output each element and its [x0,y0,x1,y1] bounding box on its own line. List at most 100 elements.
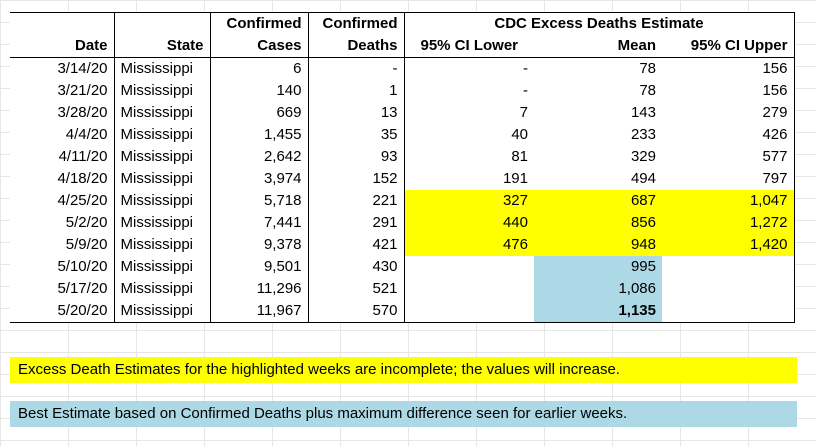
cell-date[interactable]: 5/20/20 [10,300,114,323]
cell-date[interactable]: 5/9/20 [10,234,114,256]
cell-ci-lower[interactable]: 40 [403,124,534,146]
cell-state[interactable]: Mississippi [113,234,210,256]
header-cdc-excess-deaths[interactable]: CDC Excess Deaths Estimate [403,12,795,35]
cell-state[interactable]: Mississippi [113,102,210,124]
table-body: Confirmed Confirmed CDC Excess Deaths Es… [10,12,795,323]
cell-confirmed-deaths[interactable]: 430 [307,256,404,278]
cell-ci-upper[interactable]: 1,420 [662,234,795,256]
cell-confirmed-cases[interactable]: 9,501 [209,256,308,278]
cell-mean[interactable]: 143 [534,102,662,124]
cell-state[interactable]: Mississippi [113,190,210,212]
cell-ci-lower[interactable]: - [403,80,534,102]
cell-confirmed-deaths[interactable]: 1 [307,80,404,102]
header-confirmed-deaths[interactable]: Deaths [307,35,404,58]
cell-ci-upper[interactable]: 156 [662,57,795,80]
cell-ci-upper[interactable]: 577 [662,146,795,168]
cell-confirmed-deaths[interactable]: 221 [307,190,404,212]
cell-state[interactable]: Mississippi [113,57,210,80]
cell-mean[interactable]: 948 [534,234,662,256]
note-best-estimate[interactable]: Best Estimate based on Confirmed Deaths … [10,401,797,427]
cell-mean[interactable]: 494 [534,168,662,190]
header-confirmed-deaths-top[interactable]: Confirmed [307,12,404,35]
cell-ci-lower[interactable]: 476 [403,234,534,256]
cell-date[interactable]: 5/17/20 [10,278,114,300]
cell-ci-upper[interactable] [662,256,795,278]
header-ci-lower[interactable]: 95% CI Lower [403,35,534,58]
cell-state[interactable]: Mississippi [113,124,210,146]
cell-ci-upper[interactable]: 426 [662,124,795,146]
cell-confirmed-deaths[interactable]: 421 [307,234,404,256]
cell-mean[interactable]: 78 [534,57,662,80]
cell-ci-lower[interactable]: 7 [403,102,534,124]
cell-confirmed-deaths[interactable]: 35 [307,124,404,146]
header-date[interactable]: Date [10,35,114,58]
cell-confirmed-deaths[interactable]: 570 [307,300,404,323]
cell-confirmed-cases[interactable]: 1,455 [209,124,308,146]
cell-ci-upper[interactable]: 797 [662,168,795,190]
cell-confirmed-deaths[interactable]: 521 [307,278,404,300]
cell-confirmed-cases[interactable]: 669 [209,102,308,124]
cell-date[interactable]: 3/14/20 [10,57,114,80]
cell-ci-lower[interactable] [403,256,534,278]
cell-ci-lower[interactable]: 440 [403,212,534,234]
cell-date[interactable]: 5/10/20 [10,256,114,278]
cell-confirmed-cases[interactable]: 2,642 [209,146,308,168]
cell-mean[interactable]: 233 [534,124,662,146]
cell-confirmed-cases[interactable]: 9,378 [209,234,308,256]
table-row: 4/11/20 Mississippi 2,642 93 81 329 577 [10,146,795,168]
cell-state[interactable]: Mississippi [113,146,210,168]
header-cell-blank[interactable] [113,12,210,35]
cell-date[interactable]: 3/21/20 [10,80,114,102]
header-ci-upper[interactable]: 95% CI Upper [662,35,795,58]
cell-confirmed-deaths[interactable]: 93 [307,146,404,168]
cell-state[interactable]: Mississippi [113,256,210,278]
cell-ci-lower[interactable] [403,300,534,323]
cell-confirmed-cases[interactable]: 7,441 [209,212,308,234]
cell-date[interactable]: 5/2/20 [10,212,114,234]
header-state[interactable]: State [113,35,210,58]
header-confirmed-cases-top[interactable]: Confirmed [209,12,308,35]
cell-ci-lower[interactable]: 191 [403,168,534,190]
cell-confirmed-cases[interactable]: 5,718 [209,190,308,212]
cell-mean[interactable]: 856 [534,212,662,234]
cell-state[interactable]: Mississippi [113,80,210,102]
cell-confirmed-deaths[interactable]: 152 [307,168,404,190]
cell-confirmed-cases[interactable]: 3,974 [209,168,308,190]
cell-date[interactable]: 4/25/20 [10,190,114,212]
cell-ci-lower[interactable]: 327 [403,190,534,212]
cell-state[interactable]: Mississippi [113,212,210,234]
note-incomplete-estimates[interactable]: Excess Death Estimates for the highlight… [10,357,797,383]
cell-ci-upper[interactable]: 1,272 [662,212,795,234]
cell-confirmed-deaths[interactable]: 13 [307,102,404,124]
cell-confirmed-cases[interactable]: 11,967 [209,300,308,323]
cell-ci-upper[interactable]: 156 [662,80,795,102]
cell-ci-upper[interactable] [662,278,795,300]
cell-confirmed-cases[interactable]: 11,296 [209,278,308,300]
cell-state[interactable]: Mississippi [113,300,210,323]
header-cell-blank[interactable] [10,12,114,35]
cell-confirmed-deaths[interactable]: 291 [307,212,404,234]
cell-date[interactable]: 4/18/20 [10,168,114,190]
cell-mean[interactable]: 687 [534,190,662,212]
cell-ci-upper[interactable]: 279 [662,102,795,124]
cell-ci-lower[interactable]: - [403,57,534,80]
cell-ci-upper[interactable]: 1,047 [662,190,795,212]
cell-date[interactable]: 4/4/20 [10,124,114,146]
cell-mean[interactable]: 1,135 [534,300,662,323]
cell-mean[interactable]: 995 [534,256,662,278]
header-mean[interactable]: Mean [534,35,662,58]
cell-date[interactable]: 3/28/20 [10,102,114,124]
cell-state[interactable]: Mississippi [113,168,210,190]
cell-mean[interactable]: 1,086 [534,278,662,300]
cell-ci-lower[interactable]: 81 [403,146,534,168]
cell-ci-upper[interactable] [662,300,795,323]
cell-mean[interactable]: 78 [534,80,662,102]
cell-confirmed-deaths[interactable]: - [307,57,404,80]
cell-confirmed-cases[interactable]: 140 [209,80,308,102]
header-confirmed-cases[interactable]: Cases [209,35,308,58]
cell-state[interactable]: Mississippi [113,278,210,300]
cell-ci-lower[interactable] [403,278,534,300]
cell-confirmed-cases[interactable]: 6 [209,57,308,80]
cell-date[interactable]: 4/11/20 [10,146,114,168]
cell-mean[interactable]: 329 [534,146,662,168]
